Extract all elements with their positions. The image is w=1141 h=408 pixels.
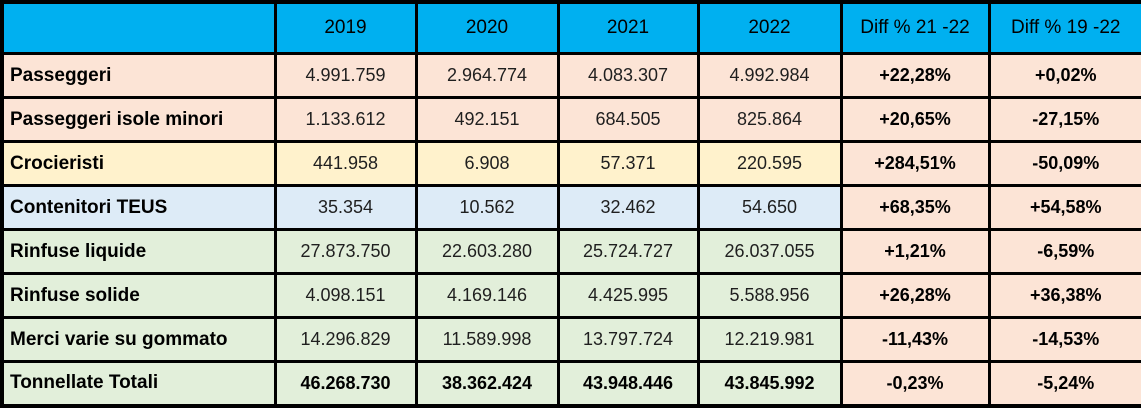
table-row: Contenitori TEUS 35.354 10.562 32.462 54.650… — [0, 184, 1141, 231]
value-cell: 441.958 — [273, 140, 418, 187]
row-label-cell: Rinfuse solide — [0, 272, 277, 319]
row-label-cell: Merci varie su gommato — [0, 316, 277, 363]
value-cell: 6.908 — [414, 140, 560, 187]
header-cell: 2022 — [696, 0, 843, 55]
header-cell: Diff % 19 -22 — [987, 0, 1141, 55]
diff-cell: +68,35% — [839, 184, 991, 231]
table-body: Passeggeri 4.991.759 2.964.774 4.083.307 4.9… — [0, 52, 1141, 407]
row-label-cell: Tonnellate Totali — [0, 360, 277, 407]
value-cell: 1.133.612 — [273, 96, 418, 143]
diff-cell: +20,65% — [839, 96, 991, 143]
diff-cell: +26,28% — [839, 272, 991, 319]
header-cell: 2021 — [556, 0, 700, 55]
diff-cell: +54,58% — [987, 184, 1141, 231]
value-cell: 14.296.829 — [273, 316, 418, 363]
diff-cell: +36,38% — [987, 272, 1141, 319]
diff-cell: +0,02% — [987, 52, 1141, 99]
diff-cell: -27,15% — [987, 96, 1141, 143]
value-cell: 22.603.280 — [414, 228, 560, 275]
diff-cell: -5,24% — [987, 360, 1141, 407]
value-cell: 38.362.424 — [414, 360, 560, 407]
value-cell: 46.268.730 — [273, 360, 418, 407]
row-label-cell: Crocieristi — [0, 140, 277, 187]
value-cell: 27.873.750 — [273, 228, 418, 275]
header-cell: Diff % 21 -22 — [839, 0, 991, 55]
value-cell: 13.797.724 — [556, 316, 700, 363]
value-cell: 220.595 — [696, 140, 843, 187]
value-cell: 492.151 — [414, 96, 560, 143]
value-cell: 4.425.995 — [556, 272, 700, 319]
table-row: Tonnellate Totali 46.268.730 38.362.424 43.… — [0, 360, 1141, 407]
value-cell: 32.462 — [556, 184, 700, 231]
value-cell: 2.964.774 — [414, 52, 560, 99]
table-row: Passeggeri isole minori 1.133.612 492.151 6… — [0, 96, 1141, 143]
diff-cell: +284,51% — [839, 140, 991, 187]
value-cell: 825.864 — [696, 96, 843, 143]
diff-cell: +1,21% — [839, 228, 991, 275]
table-row: Rinfuse liquide 27.873.750 22.603.280 25.72… — [0, 228, 1141, 275]
diff-cell: -14,53% — [987, 316, 1141, 363]
header-cell: 2019 — [273, 0, 418, 55]
value-cell: 54.650 — [696, 184, 843, 231]
table-row: Merci varie su gommato 14.296.829 11.589.9… — [0, 316, 1141, 363]
value-cell: 5.588.956 — [696, 272, 843, 319]
diff-cell: -11,43% — [839, 316, 991, 363]
row-label-cell: Passeggeri — [0, 52, 277, 99]
table-row: Rinfuse solide 4.098.151 4.169.146 4.425.99… — [0, 272, 1141, 319]
header-row: 2019 2020 2021 2022 Diff % 21 -22 Diff % 19 -… — [0, 0, 1141, 55]
table-row: Passeggeri 4.991.759 2.964.774 4.083.307 4.9… — [0, 52, 1141, 99]
value-cell: 4.992.984 — [696, 52, 843, 99]
value-cell: 43.845.992 — [696, 360, 843, 407]
header-corner-cell — [0, 0, 277, 55]
value-cell: 12.219.981 — [696, 316, 843, 363]
value-cell: 4.098.151 — [273, 272, 418, 319]
table-row: Crocieristi 441.958 6.908 57.371 220.595 +284… — [0, 140, 1141, 187]
diff-cell: -0,23% — [839, 360, 991, 407]
value-cell: 4.991.759 — [273, 52, 418, 99]
value-cell: 11.589.998 — [414, 316, 560, 363]
value-cell: 57.371 — [556, 140, 700, 187]
row-label-cell: Passeggeri isole minori — [0, 96, 277, 143]
value-cell: 26.037.055 — [696, 228, 843, 275]
value-cell: 10.562 — [414, 184, 560, 231]
diff-cell: -6,59% — [987, 228, 1141, 275]
header-cell: 2020 — [414, 0, 560, 55]
value-cell: 684.505 — [556, 96, 700, 143]
diff-cell: -50,09% — [987, 140, 1141, 187]
value-cell: 25.724.727 — [556, 228, 700, 275]
value-cell: 4.169.146 — [414, 272, 560, 319]
value-cell: 4.083.307 — [556, 52, 700, 99]
value-cell: 35.354 — [273, 184, 418, 231]
diff-cell: +22,28% — [839, 52, 991, 99]
value-cell: 43.948.446 — [556, 360, 700, 407]
row-label-cell: Rinfuse liquide — [0, 228, 277, 275]
row-label-cell: Contenitori TEUS — [0, 184, 277, 231]
